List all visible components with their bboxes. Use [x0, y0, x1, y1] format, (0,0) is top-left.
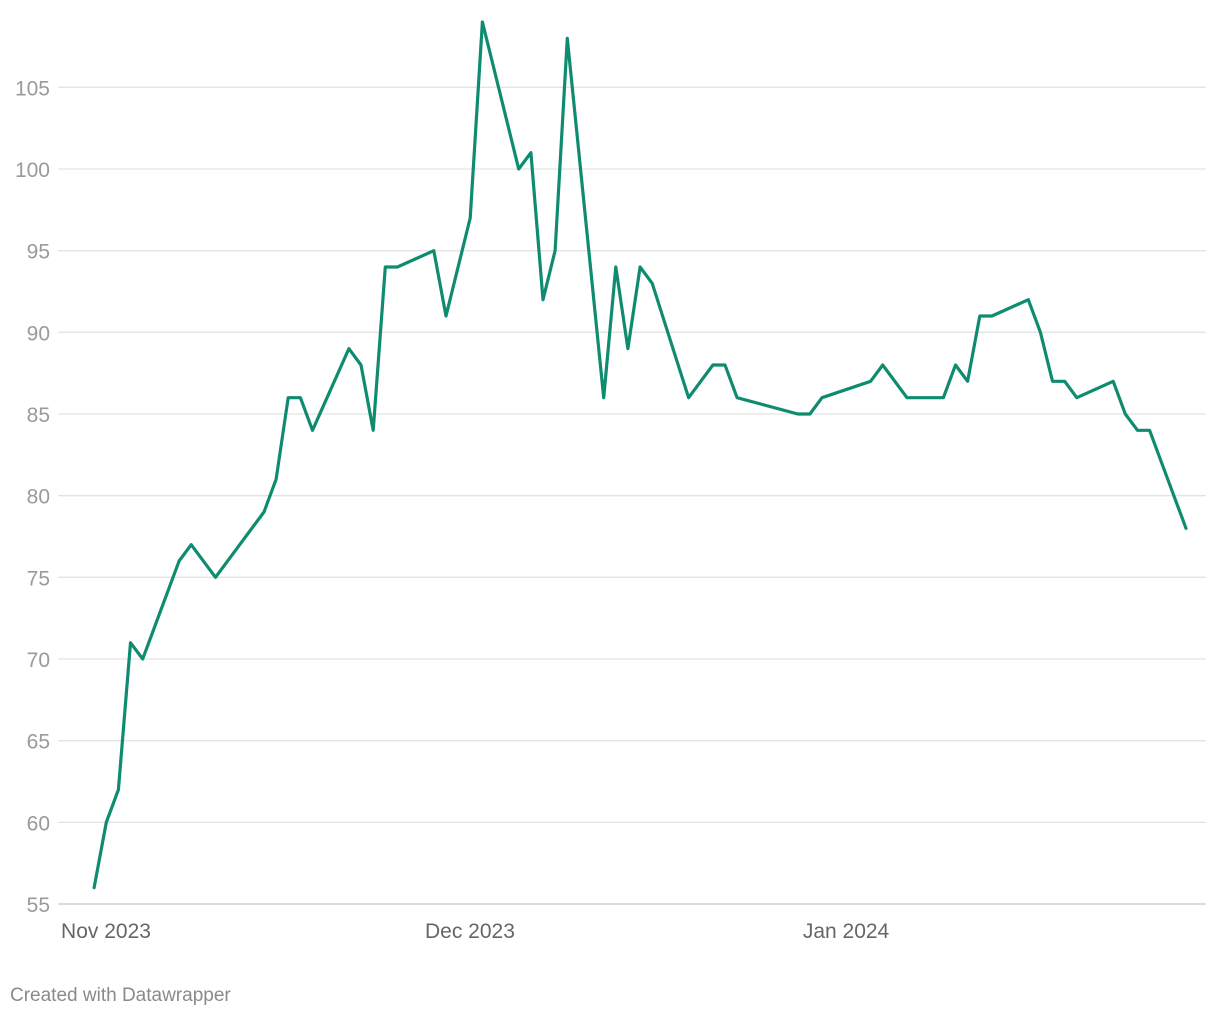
- y-tick-label: 65: [27, 731, 50, 754]
- series-line-0: [92, 20, 1188, 890]
- y-tick-label: 55: [27, 894, 50, 917]
- gridlines: [58, 86, 1206, 905]
- y-tick-label: 70: [27, 649, 50, 672]
- y-tick-label: 95: [27, 241, 50, 264]
- y-tick-label: 85: [27, 404, 50, 427]
- x-tick-label: Dec 2023: [425, 920, 515, 943]
- datawrapper-credit: Created with Datawrapper: [10, 985, 231, 1006]
- line-chart: 55 60 65 70 75 80 85 90 95 100 105 Nov 2023 Dec 202…: [15, 20, 1206, 943]
- y-axis-ticks: 55 60 65 70 75 80 85 90 95 100 105: [15, 77, 50, 917]
- series-layer: [92, 20, 1188, 890]
- y-tick-label: 75: [27, 567, 50, 590]
- y-tick-label: 60: [27, 812, 50, 835]
- x-tick-label: Jan 2024: [803, 920, 890, 943]
- x-tick-label: Nov 2023: [61, 920, 151, 943]
- y-tick-label: 105: [15, 77, 50, 100]
- y-tick-label: 90: [27, 322, 50, 345]
- y-tick-label: 100: [15, 159, 50, 182]
- x-axis-ticks: Nov 2023 Dec 2023 Jan 2024: [61, 920, 890, 943]
- y-tick-label: 80: [27, 486, 50, 509]
